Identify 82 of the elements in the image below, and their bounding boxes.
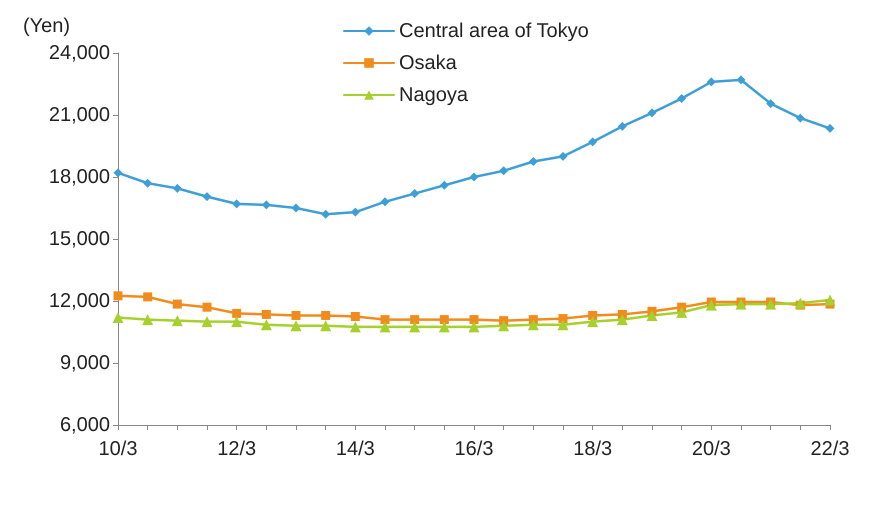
point (410, 315, 420, 324)
x-tick-label: 12/3 (217, 438, 256, 460)
point (114, 168, 122, 178)
point (143, 178, 152, 188)
point (736, 298, 746, 310)
legend-label: Central area of Tokyo (399, 20, 589, 42)
point (646, 310, 658, 321)
point (172, 315, 183, 326)
point (231, 316, 242, 328)
point (350, 312, 360, 321)
point (292, 204, 300, 212)
point (528, 319, 539, 330)
point (260, 319, 272, 330)
point (409, 321, 420, 332)
point (202, 316, 212, 328)
point (321, 210, 330, 219)
point (320, 320, 332, 332)
point (588, 137, 598, 146)
point (470, 315, 478, 324)
point (440, 315, 449, 324)
point (706, 300, 717, 311)
point (618, 122, 627, 131)
point (468, 321, 480, 332)
point (142, 314, 154, 326)
x-tick-label: 22/3 (810, 438, 850, 460)
point (232, 308, 242, 318)
point (498, 320, 510, 332)
point (794, 298, 806, 309)
point (736, 75, 746, 84)
y-tick-label: 21,000 (48, 104, 110, 126)
point (202, 302, 212, 312)
x-tick-label: 20/3 (692, 438, 731, 460)
point (410, 189, 420, 198)
y-tick-label: 9,000 (60, 352, 110, 374)
y-tick-label: 24,000 (48, 42, 110, 64)
point (321, 310, 330, 320)
point (350, 321, 361, 332)
point (765, 298, 776, 310)
x-tick-label: 18/3 (573, 438, 612, 460)
x-tick-label: 10/3 (98, 438, 138, 460)
point (262, 310, 271, 319)
legend-label: Nagoya (399, 84, 469, 106)
point (290, 320, 302, 332)
point (438, 321, 450, 332)
point (706, 77, 716, 86)
point (470, 172, 478, 182)
x-tick-label: 14/3 (336, 438, 375, 460)
y-tick-label: 6,000 (60, 414, 110, 436)
point (558, 319, 568, 330)
point (826, 124, 834, 133)
legend-label: Osaka (399, 52, 458, 74)
point (616, 314, 628, 326)
point (172, 184, 182, 193)
point (588, 310, 598, 320)
point (380, 321, 390, 332)
point (677, 94, 686, 103)
point (558, 314, 568, 324)
point (232, 199, 242, 208)
point (202, 192, 212, 202)
point (796, 114, 805, 123)
point (587, 316, 598, 328)
y-axis-title: (Yen) (23, 15, 70, 37)
point (558, 152, 568, 161)
y-tick-label: 18,000 (48, 166, 110, 188)
point (676, 306, 688, 318)
point (112, 312, 124, 324)
point (766, 99, 776, 108)
point (499, 166, 508, 176)
y-tick-label: 12,000 (48, 290, 110, 312)
y-tick-label: 15,000 (48, 228, 110, 250)
point (172, 300, 182, 309)
point (380, 315, 390, 324)
point (648, 108, 656, 118)
point (292, 310, 300, 320)
point (824, 294, 836, 306)
point (114, 291, 122, 300)
point (528, 157, 538, 166)
x-tick-label: 16/3 (454, 438, 494, 460)
point (143, 292, 152, 302)
point (380, 197, 390, 206)
point (350, 208, 360, 217)
point (440, 180, 449, 190)
